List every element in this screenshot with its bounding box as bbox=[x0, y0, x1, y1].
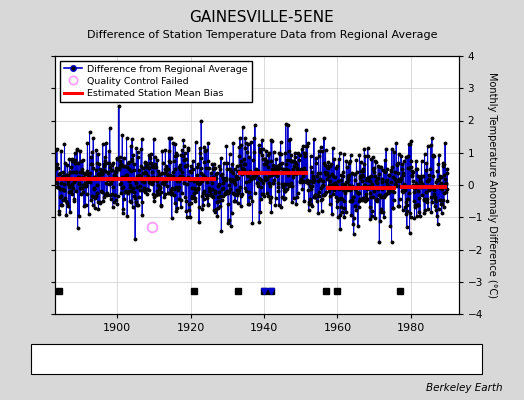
Text: ▲: ▲ bbox=[152, 356, 160, 366]
Text: Station Move: Station Move bbox=[52, 356, 116, 366]
Y-axis label: Monthly Temperature Anomaly Difference (°C): Monthly Temperature Anomaly Difference (… bbox=[487, 72, 497, 298]
Text: Difference of Station Temperature Data from Regional Average: Difference of Station Temperature Data f… bbox=[87, 30, 437, 40]
Text: Empirical Break: Empirical Break bbox=[401, 356, 477, 366]
Text: Record Gap: Record Gap bbox=[165, 356, 222, 366]
Legend: Difference from Regional Average, Quality Control Failed, Estimated Station Mean: Difference from Regional Average, Qualit… bbox=[60, 61, 252, 102]
Text: ■: ■ bbox=[388, 356, 398, 366]
Text: ◆: ◆ bbox=[39, 356, 48, 366]
Text: ▼: ▼ bbox=[252, 356, 260, 366]
Text: Time of Obs. Change: Time of Obs. Change bbox=[266, 356, 367, 366]
Text: GAINESVILLE-5ENE: GAINESVILLE-5ENE bbox=[190, 10, 334, 25]
Text: Berkeley Earth: Berkeley Earth bbox=[427, 383, 503, 393]
